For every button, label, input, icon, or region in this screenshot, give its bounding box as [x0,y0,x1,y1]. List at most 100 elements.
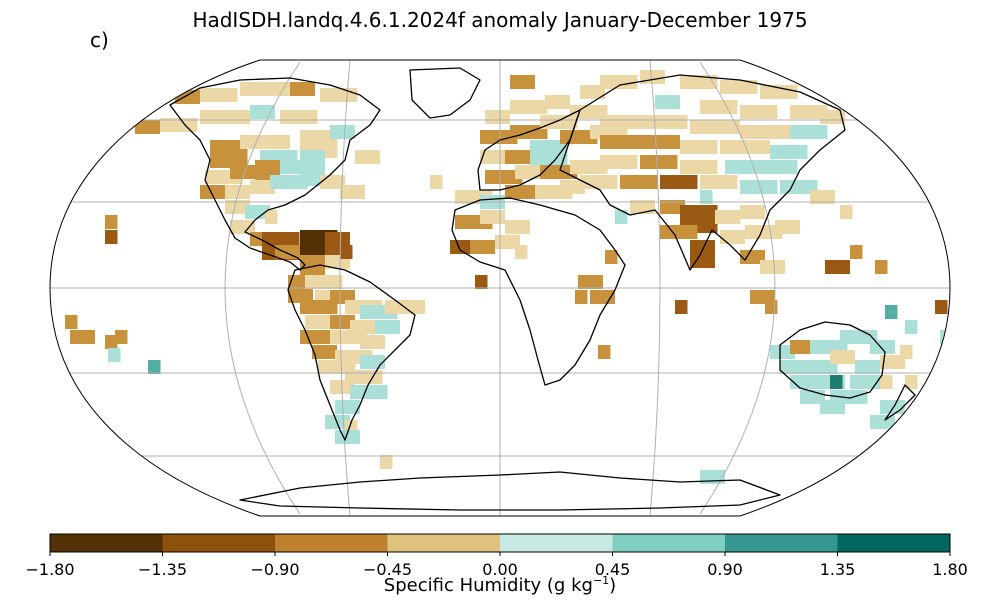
anomaly-cell [330,380,355,394]
anomaly-cell [765,300,778,314]
graticule-meridian [224,61,301,515]
anomaly-cell [330,125,355,139]
anomaly-cell [335,400,360,414]
anomaly-cell [495,235,520,249]
anomaly-cell [700,190,713,204]
colorbar-segment [500,534,613,552]
anomaly-cell [475,275,488,289]
anomaly-cell [790,340,815,354]
anomaly-cell [200,110,250,124]
anomaly-cell [640,155,678,169]
colorbar-tick-label: 0.45 [594,560,631,579]
colorbar-tick-label: −1.35 [137,560,188,579]
anomaly-cell [810,190,835,204]
anomaly-cell [515,165,540,179]
anomaly-cell [578,275,603,289]
anomaly-cell [505,220,530,234]
colorbar-tick-label: 0.90 [707,560,743,579]
anomaly-cell [600,135,638,149]
anomaly-cell [312,345,337,359]
anomaly-cell [105,215,118,229]
anomaly-cell [830,350,855,364]
anomaly-cell [320,88,358,102]
colorbar [49,533,951,556]
anomaly-cell [760,260,785,274]
anomaly-cell [250,180,275,194]
graticule-meridian [339,60,351,516]
colorbar-tick-label: −0.90 [250,560,300,579]
colorbar-segment [275,534,388,552]
anomaly-cell [820,400,845,414]
anomaly-cell [740,180,778,194]
anomaly-cell [745,225,783,239]
anomaly-cell [790,375,828,389]
anomaly-cell [615,210,628,224]
anomaly-cell [680,160,718,174]
anomaly-cell [510,100,548,114]
anomaly-cell [230,165,255,179]
south-america-coast [287,264,416,441]
anomaly-cell [725,160,763,174]
anomaly-cell [680,75,718,89]
anomaly-cell [715,210,740,224]
anomaly-cell [630,135,680,149]
anomaly-cell [300,172,325,186]
anomaly-cell [675,300,688,314]
anomaly-cell [355,150,380,164]
anomaly-cell [780,360,805,374]
anomaly-cell [230,220,255,234]
anomaly-cell [270,175,308,189]
colorbar-label: Specific Humidity (g kg−1) [383,574,617,596]
anomaly-cell [855,360,880,374]
anomaly-grid [65,70,950,484]
anomaly-cell [265,210,278,224]
anomaly-cell [240,135,290,149]
anomaly-cell [530,140,568,168]
anomaly-cell [175,90,200,104]
anomaly-cell [870,415,895,429]
graticule-meridian [699,61,776,515]
globe-outline [49,59,951,517]
anomaly-cell [825,260,850,274]
anomaly-cell [290,82,315,96]
map-title: HadISDH.landq.4.6.1.2024f anomaly Januar… [192,8,808,32]
north-america-coast [169,77,381,271]
graticule-meridian [649,60,661,516]
anomaly-cell [340,185,365,199]
anomaly-cell [570,160,608,174]
anomaly-cell [580,85,605,99]
anomaly-cell [485,170,523,184]
anomaly-cell [225,200,250,214]
anomaly-cell [330,330,368,344]
colorbar-segment [837,534,951,552]
anomaly-cell [580,175,618,189]
anomaly-cell [600,155,638,169]
anomaly-cell [740,105,778,119]
anomaly-cell [515,245,528,259]
anomaly-cell [105,335,118,349]
anomaly-cell [598,345,611,359]
anomaly-cell [620,175,658,189]
anomaly-cell [225,185,250,199]
anomaly-cell [880,375,893,389]
anomaly-cell [470,240,495,254]
anomaly-cell [720,140,770,154]
anomaly-cell [250,105,275,119]
anomaly-cell [905,320,918,334]
colorbar-segment [725,534,838,552]
anomaly-cell [790,125,828,139]
colorbar-segment [612,534,726,552]
anomaly-cell [760,85,798,99]
panel-label: c) [90,28,109,52]
new-zealand-coast [884,384,916,421]
anomaly-cell [245,205,270,219]
anomaly-cell [940,330,950,344]
anomaly-cell [680,140,718,154]
anomaly-cell [600,115,650,129]
coastlines [169,67,916,511]
anomaly-cell [790,105,828,119]
anomaly-cell [770,345,795,359]
anomaly-cell [900,345,913,359]
anomaly-cell [700,175,738,189]
anomaly-cell [148,360,161,374]
